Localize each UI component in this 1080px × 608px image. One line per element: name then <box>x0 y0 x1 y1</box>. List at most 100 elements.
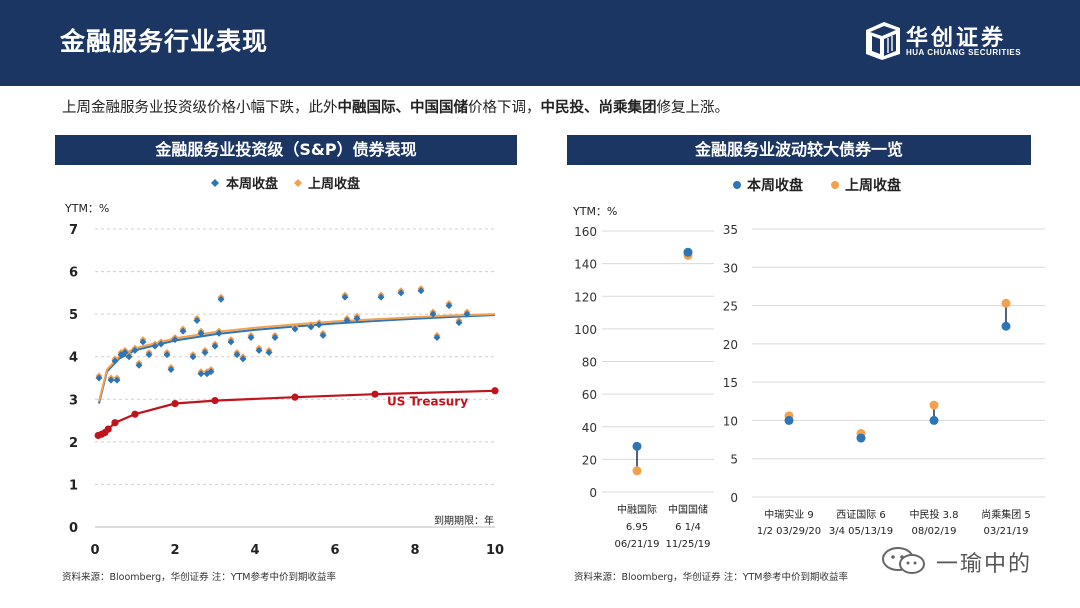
scatter-point-this-week <box>429 310 437 318</box>
right-b-y-tick: 20 <box>723 338 738 352</box>
left-y-tick: 3 <box>69 393 78 408</box>
scatter-point-this-week <box>117 351 125 359</box>
right-b-category-label: 西证国际 6 <box>836 509 886 521</box>
legend-label-this-week: 本周收盘 <box>226 176 278 192</box>
scatter-point-this-week <box>201 348 209 356</box>
header-bar: 金融服务行业表现 华创证券 HUA CHUANG SECURITIES <box>0 0 1080 86</box>
left-x-tick: 10 <box>486 543 504 558</box>
scatter-point-this-week <box>171 336 179 344</box>
left-scatter-chart: 本周收盘 上周收盘 YTM：% 0 1 2 3 4 5 6 7 0 2 4 6 8 10 到期期限：年 US Tre… <box>64 176 504 558</box>
right-a-category-label: 11/25/19 <box>666 539 711 550</box>
right-a-y-tick: 20 <box>582 453 597 467</box>
right-b-y-tick: 35 <box>723 223 738 237</box>
scatter-point-this-week <box>111 357 119 365</box>
left-y-tick: 5 <box>69 308 78 323</box>
logo-cube-icon <box>866 22 900 60</box>
left-y-tick: 1 <box>69 478 78 493</box>
scatter-point-this-week <box>341 293 349 301</box>
scatter-point-this-week <box>445 302 453 310</box>
left-x-tick: 8 <box>410 543 419 558</box>
summary-part-3: 修复上涨。 <box>656 100 730 116</box>
scatter-point-this-week <box>179 327 187 335</box>
legend-label-last-week: 上周收盘 <box>308 176 360 192</box>
right-b-y-tick: 5 <box>730 453 738 467</box>
scatter-point-this-week <box>163 351 171 359</box>
scatter-point-this-week <box>247 334 255 342</box>
left-x-tick: 6 <box>330 543 339 558</box>
right-a-category-label: 中融国际 <box>617 503 657 516</box>
scatter-point-this-week <box>463 310 471 318</box>
legend-label-this-week: 本周收盘 <box>747 177 803 194</box>
scatter-point-this-week <box>227 338 235 346</box>
trend-line-this-week <box>98 314 496 404</box>
treasury-point <box>111 419 119 427</box>
right-b-category-label: 3/4 05/13/19 <box>829 526 893 537</box>
legend-marker-this-week <box>211 179 219 187</box>
right-a-y-tick: 120 <box>574 290 597 304</box>
wechat-icon <box>882 547 925 574</box>
scatter-point-this-week <box>353 314 361 322</box>
right-b-y-tick: 0 <box>730 491 738 505</box>
right-b-dot-last-week <box>1001 298 1011 308</box>
treasury-label: US Treasury <box>387 395 468 409</box>
scatter-point-this-week <box>107 376 115 384</box>
right-source-note: 资料来源：Bloomberg，华创证券 注：YTM参考中价到期收益率 <box>574 572 849 583</box>
treasury-point <box>171 399 179 408</box>
right-a-y-tick: 140 <box>574 258 597 272</box>
left-x-tick: 2 <box>170 543 179 558</box>
scatter-point-this-week <box>139 338 147 346</box>
right-b-category-label: 中民投 3.8 <box>909 508 958 521</box>
scatter-point-this-week <box>455 319 463 327</box>
right-b-category-label: 1/2 03/29/20 <box>757 526 821 537</box>
trend-line-last-week <box>98 313 496 402</box>
right-a-dot-this-week <box>632 441 642 451</box>
left-y-tick: 6 <box>69 266 78 281</box>
scatter-point-this-week <box>397 289 405 297</box>
right-legend: 本周收盘 上周收盘 <box>733 177 901 194</box>
summary-text: 上周金融服务业投资级价格小幅下跌，此外中融国际、中国国储价格下调，中民投、尚乘集… <box>62 96 729 117</box>
right-b-dot-last-week <box>929 400 939 410</box>
treasury-point <box>211 396 219 405</box>
right-a-dot-this-week <box>683 247 693 257</box>
treasury-point <box>371 390 379 398</box>
scatter-point-this-week <box>377 293 385 301</box>
legend-marker-this-week <box>733 181 741 189</box>
scatter-point-this-week <box>167 365 175 373</box>
right-b-category-label: 08/02/19 <box>912 526 957 537</box>
right-b-y-tick: 10 <box>723 414 738 428</box>
right-b-dot-this-week <box>784 415 794 425</box>
scatter-point-this-week <box>193 317 201 325</box>
scatter-point-this-week <box>145 351 153 359</box>
company-logo: 华创证券 HUA CHUANG SECURITIES <box>864 20 1054 62</box>
left-y-axis-label: YTM：% <box>64 202 109 215</box>
left-y-tick: 0 <box>69 521 78 536</box>
right-a-y-tick: 60 <box>582 388 597 402</box>
scatter-point-this-week <box>157 340 165 348</box>
logo-cn-text: 华创证券 <box>906 26 1007 51</box>
scatter-point-this-week <box>197 329 205 337</box>
scatter-point-this-week <box>189 353 197 361</box>
left-x-tick: 4 <box>250 543 259 558</box>
scatter-point-this-week <box>207 368 215 376</box>
left-y-tick: 7 <box>69 223 78 238</box>
scatter-point-this-week <box>113 376 121 384</box>
scatter-point-this-week <box>125 353 133 361</box>
right-y-axis-label: YTM：% <box>572 205 617 218</box>
legend-marker-last-week <box>294 179 302 187</box>
scatter-point-this-week <box>95 374 103 382</box>
scatter-point-this-week <box>135 361 143 369</box>
left-x-tick: 0 <box>90 543 99 558</box>
scatter-point-this-week <box>217 295 225 303</box>
scatter-point-this-week <box>319 331 327 339</box>
scatter-point-this-week <box>215 329 223 337</box>
scatter-point-this-week <box>315 321 323 329</box>
right-a-category-label: 06/21/19 <box>615 539 660 550</box>
right-a-y-tick: 0 <box>589 486 597 500</box>
logo-en-text: HUA CHUANG SECURITIES <box>906 48 1022 57</box>
watermark-text: 一瑜中的 <box>936 552 1033 577</box>
scatter-point-this-week <box>433 334 441 342</box>
scatter-point-this-week <box>417 287 425 295</box>
scatter-point-this-week <box>233 351 241 359</box>
left-legend: 本周收盘 上周收盘 <box>211 176 360 192</box>
left-x-axis-label: 到期期限：年 <box>434 514 494 527</box>
